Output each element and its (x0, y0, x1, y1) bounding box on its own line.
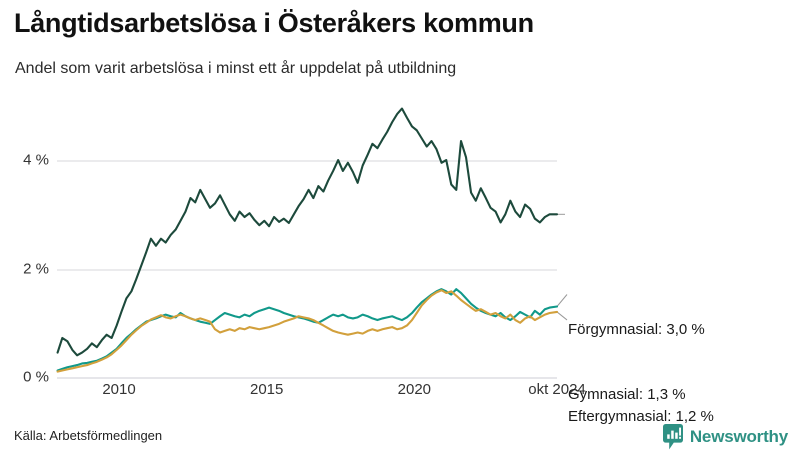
series-line-gymnasial (56, 288, 559, 372)
bar-chart-icon (662, 424, 684, 450)
brand-logo: Newsworthy (662, 424, 788, 450)
page-subtitle: Andel som varit arbetslösa i minst ett å… (15, 60, 457, 77)
x-axis-tick-label: okt 2024 (528, 381, 586, 398)
label-leader-line (556, 294, 568, 307)
gridline (57, 160, 557, 163)
y-axis-tick-label: 0 % (23, 368, 49, 386)
series-label-forgymnasial: Förgymnasial: 3,0 % (568, 321, 705, 338)
series-lines (56, 107, 568, 373)
chart-container: 0 % 2 % 4 % 2010 2015 2020 okt 2024 Förgymnas… (0, 95, 800, 425)
x-axis-tick-label: 2010 (102, 381, 136, 398)
series-line-eftergymnasial (56, 289, 559, 373)
gridline (57, 268, 557, 271)
x-axis-tick-label: 2015 (249, 381, 284, 398)
series-label-eftergymnasial: Eftergymnasial: 1,2 % (568, 408, 714, 425)
series-label-gymnasial: Gymnasial: 1,3 % (568, 386, 686, 403)
source-note: Källa: Arbetsförmedlingen (14, 428, 163, 443)
page-title: Långtidsarbetslösa i Österåkers kommun (14, 8, 534, 38)
y-axis-tick-label: 4 % (23, 151, 49, 169)
y-axis-tick-label: 2 % (23, 260, 49, 278)
brand-name: Newsworthy (689, 427, 788, 446)
series-line-förgymnasial (56, 107, 559, 357)
plot-area: 0 % 2 % 4 % 2010 2015 2020 okt 2024 (23, 95, 586, 398)
label-leader-line (556, 311, 568, 321)
gridline (57, 377, 557, 379)
x-axis-tick-label: 2020 (397, 381, 432, 398)
